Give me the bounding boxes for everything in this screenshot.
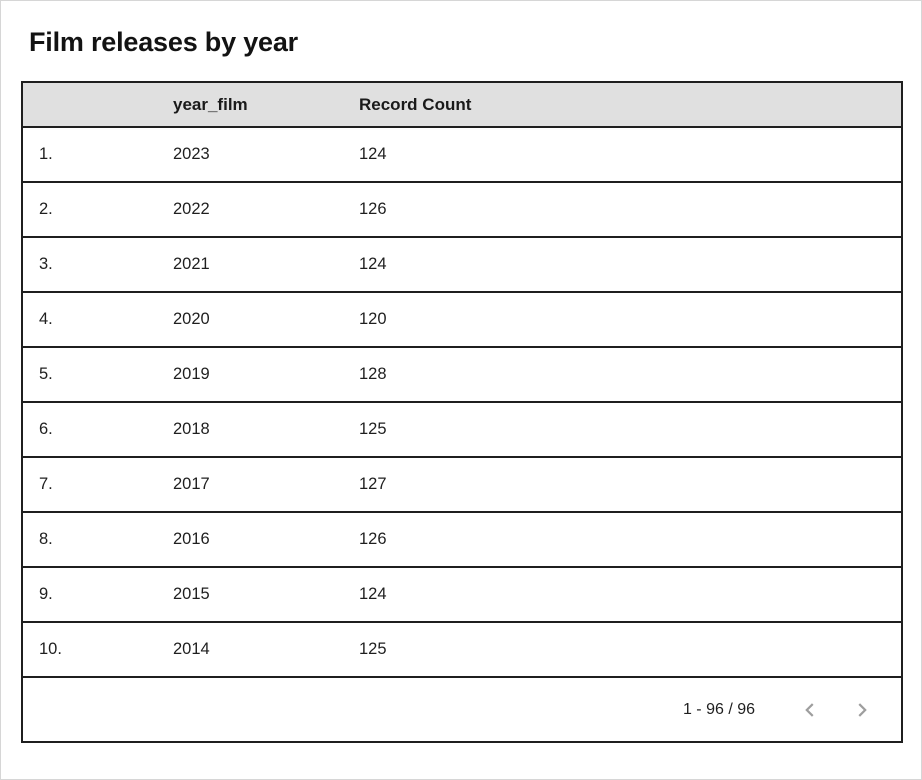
table-row: 1. 2023 124 [22, 127, 902, 183]
cell-year-film: 2019 [157, 347, 343, 403]
table-row: 4. 2020 120 [22, 292, 902, 348]
cell-year-film: 2018 [157, 402, 343, 458]
cell-index: 1. [22, 127, 157, 183]
cell-record-count: 124 [343, 127, 902, 183]
cell-year-film: 2023 [157, 127, 343, 183]
pagination-next-button[interactable] [847, 695, 877, 725]
cell-year-film: 2020 [157, 292, 343, 348]
pagination-row: 1 - 96 / 96 [22, 677, 902, 742]
header-cell-year-film[interactable]: year_film [157, 82, 343, 128]
table-row: 10. 2014 125 [22, 622, 902, 678]
cell-index: 7. [22, 457, 157, 513]
header-cell-index [22, 82, 157, 128]
table-row: 8. 2016 126 [22, 512, 902, 568]
cell-index: 9. [22, 567, 157, 623]
cell-record-count: 124 [343, 567, 902, 623]
table-row: 3. 2021 124 [22, 237, 902, 293]
pagination: 1 - 96 / 96 [23, 695, 901, 725]
table-container: year_film Record Count 1. 2023 124 2. 20… [21, 81, 903, 743]
chart-title: Film releases by year [29, 27, 298, 57]
chevron-right-icon [851, 699, 873, 721]
table-row: 2. 2022 126 [22, 182, 902, 238]
cell-record-count: 125 [343, 402, 902, 458]
cell-index: 3. [22, 237, 157, 293]
table-row: 9. 2015 124 [22, 567, 902, 623]
cell-index: 2. [22, 182, 157, 238]
table-row: 6. 2018 125 [22, 402, 902, 458]
cell-record-count: 124 [343, 237, 902, 293]
header-cell-record-count[interactable]: Record Count [343, 82, 902, 128]
cell-year-film: 2022 [157, 182, 343, 238]
cell-record-count: 126 [343, 182, 902, 238]
cell-index: 5. [22, 347, 157, 403]
cell-year-film: 2021 [157, 237, 343, 293]
cell-record-count: 125 [343, 622, 902, 678]
cell-year-film: 2014 [157, 622, 343, 678]
cell-record-count: 128 [343, 347, 902, 403]
header-row: year_film Record Count [22, 82, 902, 128]
data-table: year_film Record Count 1. 2023 124 2. 20… [21, 81, 903, 743]
cell-index: 8. [22, 512, 157, 568]
cell-year-film: 2015 [157, 567, 343, 623]
pagination-range-label: 1 - 96 / 96 [682, 700, 755, 718]
table-row: 7. 2017 127 [22, 457, 902, 513]
cell-record-count: 126 [343, 512, 902, 568]
pagination-prev-button[interactable] [795, 695, 825, 725]
cell-record-count: 127 [343, 457, 902, 513]
cell-record-count: 120 [343, 292, 902, 348]
cell-index: 4. [22, 292, 157, 348]
cell-index: 10. [22, 622, 157, 678]
chevron-left-icon [799, 699, 821, 721]
cell-index: 6. [22, 402, 157, 458]
table-row: 5. 2019 128 [22, 347, 902, 403]
cell-year-film: 2017 [157, 457, 343, 513]
cell-year-film: 2016 [157, 512, 343, 568]
